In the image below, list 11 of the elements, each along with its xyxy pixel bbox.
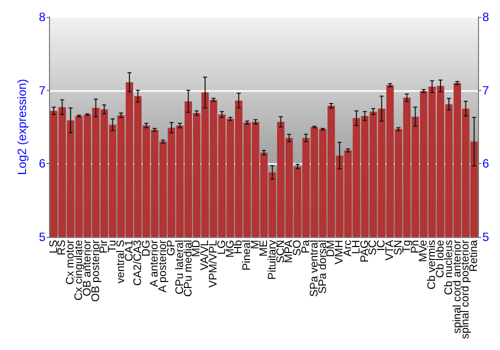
y2-tick-label: 6 [482, 156, 490, 171]
y2-tick-label: 7 [482, 83, 490, 98]
y-tick-label: 8 [38, 10, 46, 24]
y-axis-title: Log2 (expression) [15, 78, 29, 176]
x-tick-label: Tg [400, 240, 413, 253]
y2-tick-label: 8 [482, 10, 490, 24]
y-tick-label: 6 [38, 156, 46, 171]
y-tick-label: 5 [38, 230, 46, 244]
y-tick-label: 7 [38, 83, 46, 98]
x-tick-label: OB posterior [90, 240, 102, 302]
y2-tick-label: 5 [482, 230, 490, 244]
